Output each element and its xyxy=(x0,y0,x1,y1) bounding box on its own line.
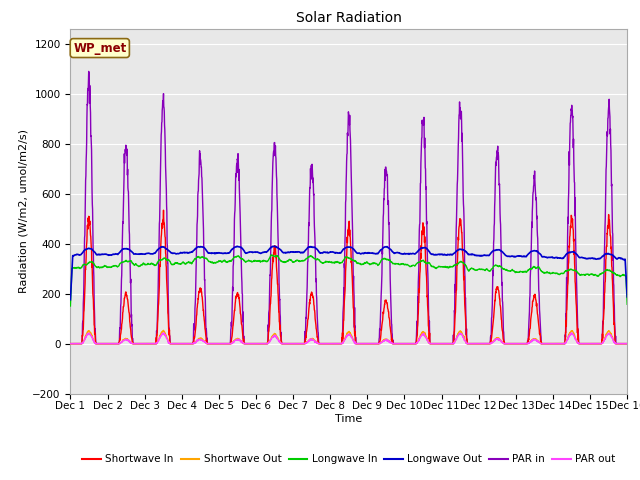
Text: WP_met: WP_met xyxy=(73,42,127,55)
X-axis label: Time: Time xyxy=(335,414,362,424)
Legend: Shortwave In, Shortwave Out, Longwave In, Longwave Out, PAR in, PAR out: Shortwave In, Shortwave Out, Longwave In… xyxy=(78,450,620,468)
Title: Solar Radiation: Solar Radiation xyxy=(296,11,402,25)
Y-axis label: Radiation (W/m2, umol/m2/s): Radiation (W/m2, umol/m2/s) xyxy=(18,129,28,293)
